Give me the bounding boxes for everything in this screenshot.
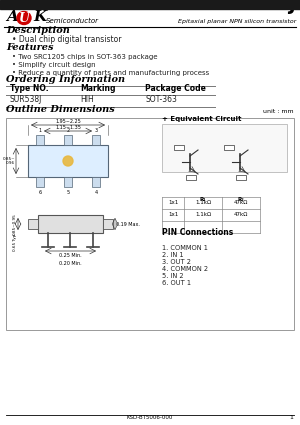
- Ellipse shape: [63, 156, 73, 166]
- Text: • Two SRC1205 chips in SOT-363 package: • Two SRC1205 chips in SOT-363 package: [12, 54, 158, 60]
- Text: SOT-363: SOT-363: [145, 95, 177, 104]
- Text: Features: Features: [6, 43, 53, 52]
- Bar: [36, 177, 44, 187]
- Text: 47kΩ: 47kΩ: [234, 212, 248, 217]
- Text: 1.1kΩ: 1.1kΩ: [195, 212, 211, 217]
- Bar: [186, 175, 196, 180]
- Bar: [162, 124, 287, 172]
- Text: U: U: [19, 11, 29, 25]
- Text: 0.20 Min.: 0.20 Min.: [59, 261, 82, 266]
- Text: 1x1: 1x1: [168, 212, 178, 217]
- Text: 1.1kΩ: 1.1kΩ: [195, 200, 211, 205]
- Text: 47kΩ: 47kΩ: [234, 200, 248, 205]
- Text: unit : mm: unit : mm: [263, 109, 294, 114]
- Text: HIH: HIH: [80, 95, 94, 104]
- Bar: [28, 219, 38, 229]
- Text: R₁: R₁: [200, 197, 206, 202]
- Bar: [92, 135, 100, 145]
- Text: Package Code: Package Code: [145, 84, 206, 93]
- Bar: [64, 135, 72, 145]
- Text: Description: Description: [6, 26, 70, 35]
- Text: 1: 1: [38, 128, 42, 133]
- Text: • Simplify circuit design: • Simplify circuit design: [12, 62, 96, 68]
- Bar: [174, 145, 184, 150]
- Text: Ordering Information: Ordering Information: [6, 75, 125, 84]
- Text: 5: 5: [66, 190, 70, 195]
- Text: A: A: [6, 10, 18, 24]
- Bar: [64, 177, 72, 187]
- Text: 2: 2: [66, 128, 70, 133]
- Text: 6. OUT 1: 6. OUT 1: [162, 280, 191, 286]
- Ellipse shape: [17, 11, 31, 25]
- Text: 3: 3: [94, 128, 98, 133]
- Text: + Equivalent Circuit: + Equivalent Circuit: [162, 116, 242, 122]
- Text: 6: 6: [38, 190, 42, 195]
- Bar: [236, 175, 246, 180]
- Text: 0.25 Min.: 0.25 Min.: [59, 253, 82, 258]
- Text: 4: 4: [94, 190, 98, 195]
- Text: 3. OUT 2: 3. OUT 2: [162, 259, 191, 265]
- Text: 1. COMMON 1: 1. COMMON 1: [162, 245, 208, 251]
- Bar: [224, 145, 234, 150]
- Text: R₂: R₂: [238, 197, 244, 202]
- Bar: [38, 215, 103, 233]
- Text: • Reduce a quantity of parts and manufacturing process: • Reduce a quantity of parts and manufac…: [12, 70, 209, 76]
- Text: Outline Dimensions: Outline Dimensions: [6, 105, 115, 114]
- Text: 0.85~
0.96: 0.85~ 0.96: [2, 157, 15, 165]
- Text: K: K: [33, 10, 46, 24]
- Text: SUR538J: SUR538J: [10, 95, 42, 104]
- Text: 0.65 Typ.: 0.65 Typ.: [13, 233, 17, 251]
- Text: 1x1: 1x1: [168, 200, 178, 205]
- Bar: [6, 118, 294, 330]
- Text: • Dual chip digital transistor: • Dual chip digital transistor: [12, 35, 122, 44]
- Text: 0.19 Max.: 0.19 Max.: [116, 221, 140, 227]
- Bar: [92, 177, 100, 187]
- Text: 5. IN 2: 5. IN 2: [162, 273, 184, 279]
- Text: 1.95~2.25: 1.95~2.25: [55, 119, 81, 124]
- Text: Semiconductor: Semiconductor: [46, 18, 99, 24]
- Text: SUR538J: SUR538J: [210, 0, 296, 14]
- Text: 2. IN 1: 2. IN 1: [162, 252, 184, 258]
- Text: 1.15~1.35: 1.15~1.35: [55, 125, 81, 130]
- Bar: [36, 135, 44, 145]
- Text: Epitaxial planar NPN silicon transistor: Epitaxial planar NPN silicon transistor: [178, 19, 296, 24]
- Text: 1: 1: [289, 415, 293, 420]
- Text: PIN Connections: PIN Connections: [162, 228, 233, 237]
- Text: KSD-BT5006-000: KSD-BT5006-000: [127, 415, 173, 420]
- Text: 4. COMMON 2: 4. COMMON 2: [162, 266, 208, 272]
- Bar: [0, 0, 300, 9]
- Text: 0.85~0.95: 0.85~0.95: [13, 213, 17, 235]
- Bar: [28, 145, 108, 177]
- Text: Marking: Marking: [80, 84, 116, 93]
- Text: Type NO.: Type NO.: [10, 84, 49, 93]
- Bar: [103, 219, 113, 229]
